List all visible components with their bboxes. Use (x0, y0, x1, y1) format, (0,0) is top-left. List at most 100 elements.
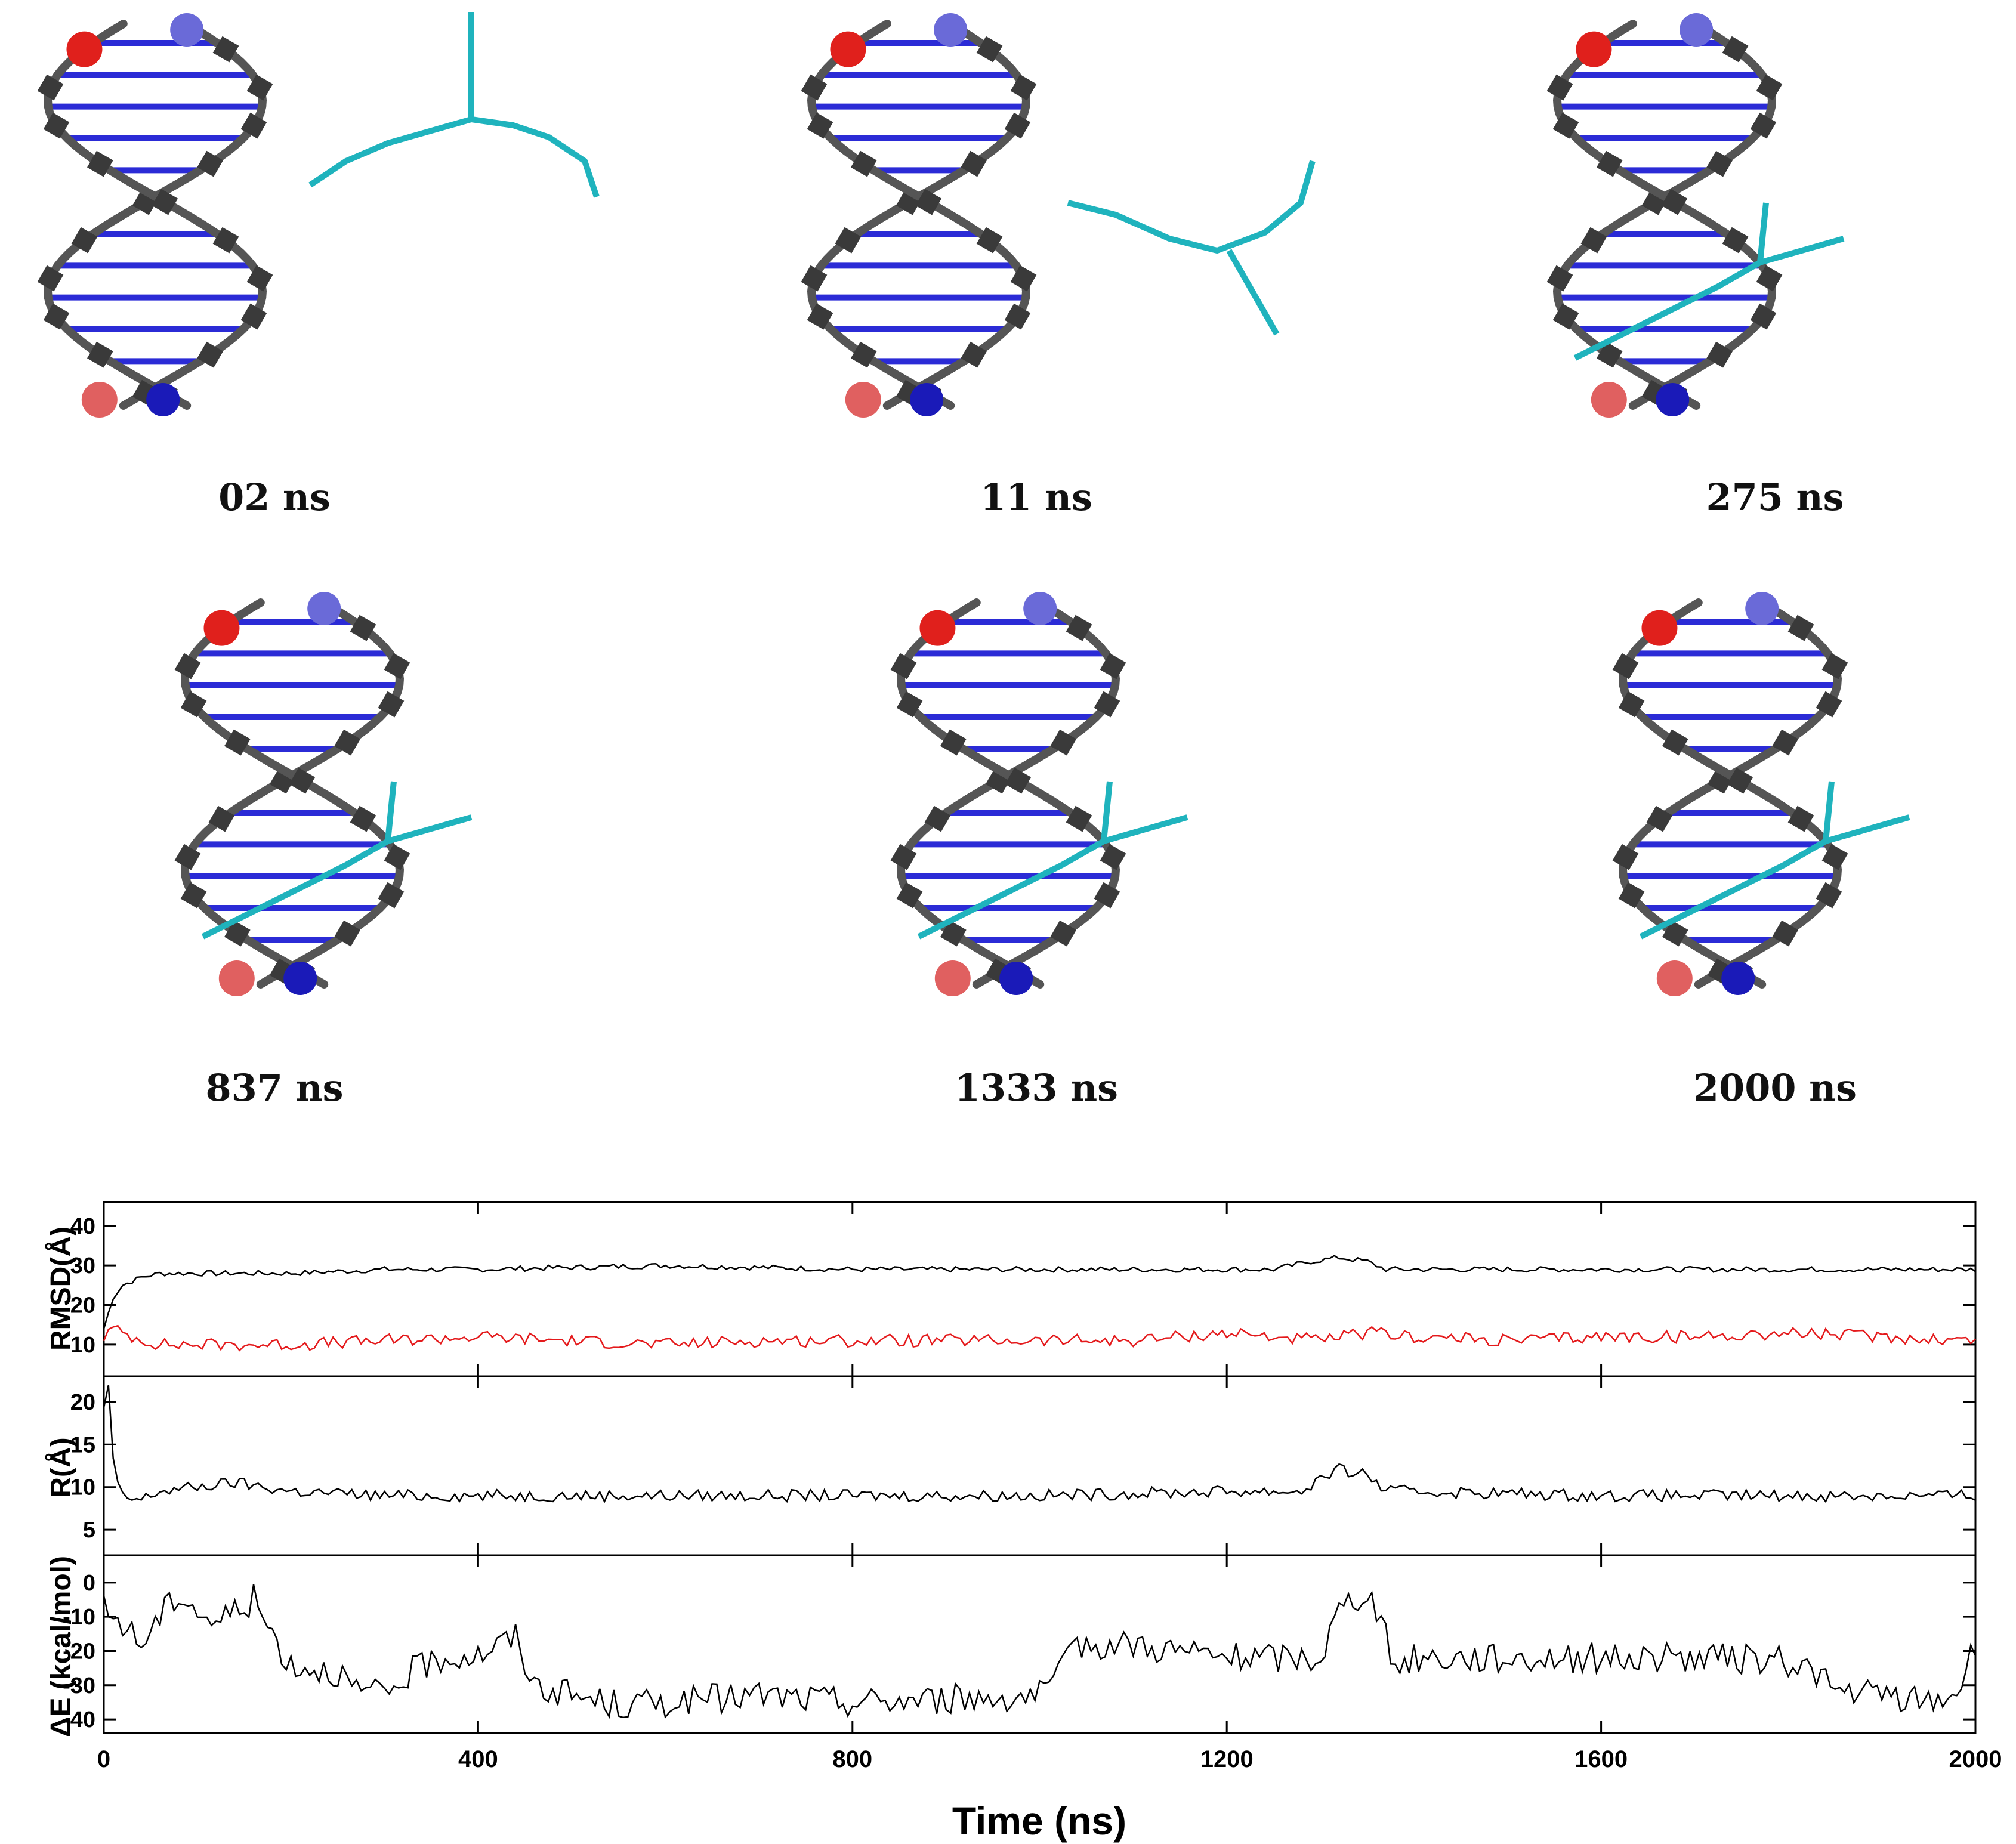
terminal-sphere (845, 382, 881, 418)
sugar-ring (378, 691, 405, 718)
terminal-sphere (170, 13, 204, 47)
y-tick-label: 15 (70, 1432, 95, 1457)
sugar-ring (37, 265, 64, 292)
sugar-ring (378, 882, 405, 909)
sugar-ring (1546, 74, 1573, 101)
sugar-ring (1612, 653, 1639, 679)
sugar-ring (208, 805, 235, 832)
sugar-ring (924, 805, 951, 832)
dna-snapshot (890, 592, 1188, 996)
sugar-ring (1050, 920, 1077, 947)
dna-snapshot (1546, 13, 1845, 418)
sugar-ring (174, 653, 201, 679)
sugar-ring (801, 74, 828, 101)
sugar-ring (1750, 303, 1777, 330)
terminal-sphere (1680, 13, 1714, 47)
terminal-sphere (203, 610, 240, 646)
sugar-ring (1661, 189, 1688, 215)
terminal-sphere (1656, 960, 1693, 996)
panel-frame (103, 1554, 1977, 1734)
snapshot-label-3: 275 ns (1706, 475, 1844, 519)
snapshot-label-6: 2000 ns (1693, 1066, 1857, 1110)
sugar-ring (1706, 150, 1733, 177)
dna-snapshot (174, 592, 473, 996)
sugar-ring (87, 341, 113, 368)
rmsd-axis-title: RMSD(Å) (45, 1227, 77, 1351)
y-tick-label: -40 (63, 1707, 95, 1732)
sugar-ring (384, 844, 410, 870)
terminal-sphere (1656, 383, 1690, 416)
terminal-sphere (934, 960, 971, 996)
ligand-molecule (917, 814, 1188, 940)
sugar-ring (1066, 805, 1092, 832)
sugar-ring (976, 36, 1003, 63)
sugar-ring (940, 729, 967, 756)
x-tick-label: 1600 (1574, 1746, 1628, 1772)
terminal-sphere (910, 383, 944, 416)
sugar-ring (197, 341, 224, 368)
sugar-ring (1646, 805, 1673, 832)
sugar-ring (1066, 614, 1092, 641)
ligand-molecule (308, 116, 600, 198)
series-line (103, 1584, 1977, 1719)
sugar-ring (1618, 882, 1645, 909)
sugar-ring (180, 882, 207, 909)
sugar-ring (1010, 265, 1037, 292)
ligand-molecule (201, 814, 473, 940)
snapshot-label-1: 02 ns (218, 475, 331, 519)
y-tick-label: 5 (83, 1518, 95, 1543)
sugar-ring (1772, 729, 1799, 756)
sugar-ring (180, 691, 207, 718)
sugar-ring (1094, 691, 1120, 718)
r-axis-title: R(Å) (45, 1437, 77, 1497)
y-tick-label: -10 (63, 1605, 95, 1630)
sugar-ring (1821, 653, 1848, 679)
x-tick-label: 2000 (1949, 1746, 2002, 1772)
energy-panel: 0 -10 -20 -30 -40 (63, 1554, 1977, 1734)
sugar-ring (1100, 653, 1126, 679)
sugar-ring (152, 189, 178, 215)
sugar-ring (212, 36, 239, 63)
sugar-ring (43, 112, 70, 139)
sugar-ring (350, 614, 376, 641)
terminal-sphere (1591, 382, 1627, 418)
series-line (103, 1385, 1976, 1503)
sugar-ring (1722, 36, 1749, 63)
sugar-ring (1004, 112, 1031, 139)
sugar-ring (1094, 882, 1120, 909)
md-snapshots (37, 12, 1910, 996)
sugar-ring (835, 227, 862, 254)
sugar-ring (850, 341, 877, 368)
sugar-ring (1050, 729, 1077, 756)
x-tick-label: 800 (832, 1746, 872, 1772)
sugar-ring (890, 653, 917, 679)
sugar-ring (212, 227, 239, 254)
sugar-ring (915, 189, 942, 215)
ligand-bond (1226, 249, 1280, 336)
terminal-sphere (1721, 962, 1755, 995)
sugar-ring (1546, 265, 1573, 292)
ligand-molecule (1067, 160, 1316, 254)
y-tick-label: 10 (70, 1475, 95, 1500)
sugar-ring (246, 74, 273, 101)
x-axis-title: Time (ns) (952, 1799, 1126, 1843)
y-tick-label: 40 (70, 1214, 95, 1239)
terminal-sphere (283, 962, 317, 995)
terminal-sphere (81, 382, 118, 418)
sugar-ring (850, 150, 877, 177)
dna-snapshot (1612, 592, 1910, 996)
sugar-ring (334, 920, 361, 947)
terminal-sphere (1745, 592, 1779, 625)
sugar-ring (334, 729, 361, 756)
terminal-sphere (218, 960, 255, 996)
sugar-ring (1100, 844, 1126, 870)
terminal-sphere (830, 31, 866, 67)
sugar-ring (197, 150, 224, 177)
snapshot-label-2: 11 ns (980, 475, 1092, 519)
sugar-ring (1816, 691, 1842, 718)
sugar-ring (801, 265, 828, 292)
sugar-ring (1756, 265, 1783, 292)
sugar-ring (807, 112, 833, 139)
